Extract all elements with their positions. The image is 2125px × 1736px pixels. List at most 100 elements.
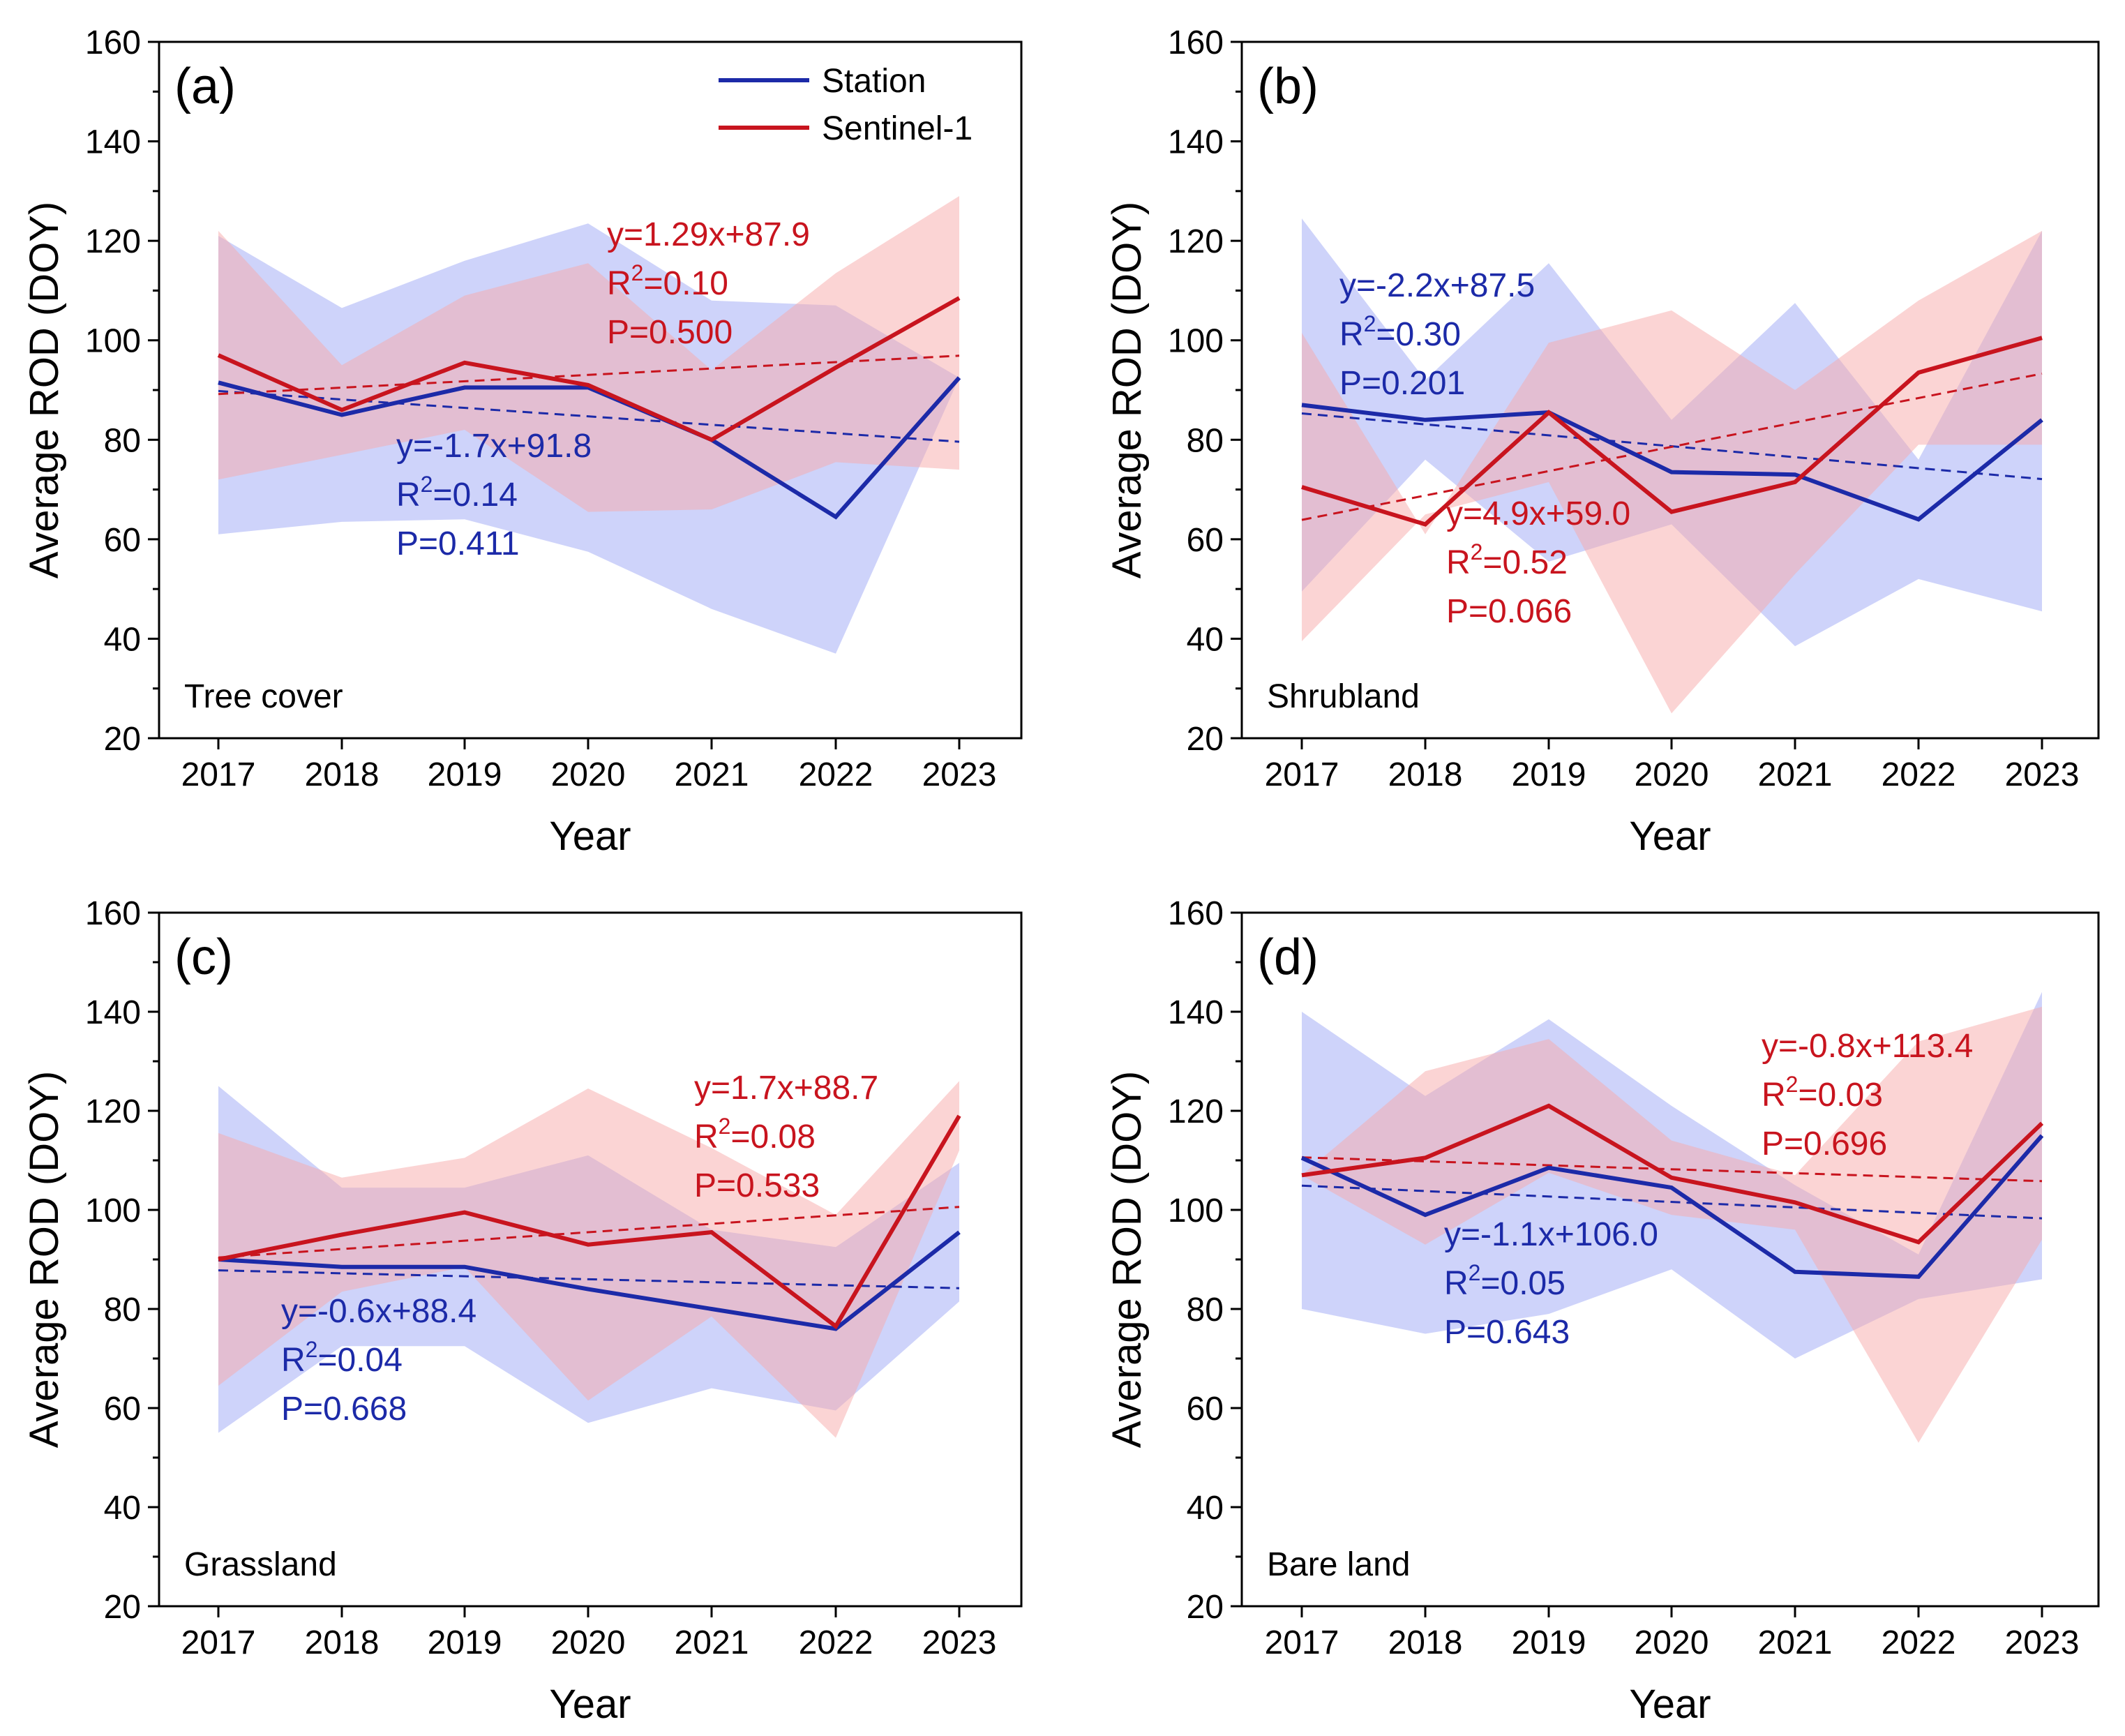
y-tick-label: 60	[1187, 522, 1224, 559]
sentinel-band	[1302, 1006, 2042, 1443]
y-tick-label: 60	[1187, 1391, 1224, 1428]
x-tick-label: 2023	[922, 756, 997, 793]
panel-label: (b)	[1257, 59, 1319, 114]
x-tick-label: 2021	[675, 1624, 749, 1661]
y-tick-label: 20	[104, 721, 141, 758]
y-tick-label: 120	[85, 1093, 141, 1130]
sentinel-band	[218, 1081, 959, 1438]
y-tick-label: 20	[1187, 1589, 1224, 1626]
y-tick-label: 140	[1168, 994, 1224, 1031]
r2-value: 0.08	[751, 1118, 816, 1155]
y-tick-label: 120	[1168, 1093, 1224, 1130]
panel-label: (d)	[1257, 929, 1319, 985]
x-tick-label: 2021	[1758, 756, 1833, 793]
x-tick-label: 2017	[1265, 756, 1339, 793]
y-axis-title: Average ROD (DOY)	[22, 202, 67, 578]
legend: Station Sentinel-1	[719, 63, 973, 147]
y-tick-label: 160	[85, 24, 141, 61]
r2-value: 0.10	[663, 265, 728, 302]
sentinel-r2: R2=0.52	[1446, 539, 1568, 581]
y-tick-label: 80	[1187, 1292, 1224, 1329]
sentinel-band	[218, 196, 959, 512]
x-tick-label: 2022	[799, 1624, 873, 1661]
station-series-line	[1300, 1134, 2044, 1279]
legend-sentinel-label: Sentinel-1	[822, 110, 973, 147]
x-tick-label: 2018	[1388, 1624, 1463, 1661]
station-equation: y=-2.2x+87.5	[1339, 267, 1535, 304]
sentinel-trend-line	[1301, 1156, 2043, 1183]
x-tick-label: 2021	[1758, 1624, 1833, 1661]
y-tick-label: 140	[85, 994, 141, 1031]
x-axis-title: Year	[1629, 1682, 1711, 1727]
y-tick-label: 140	[1168, 124, 1224, 161]
station-r2: R2=0.05	[1444, 1260, 1565, 1302]
y-tick-label: 40	[104, 1490, 141, 1527]
sentinel-p-value: P=0.696	[1762, 1125, 1887, 1162]
x-axis-title: Year	[549, 1682, 631, 1727]
x-tick-label: 2023	[2005, 756, 2080, 793]
x-tick-label: 2018	[305, 756, 380, 793]
station-series-line	[1301, 403, 2043, 522]
sentinel-series-line	[218, 1114, 961, 1330]
sentinel-trend-line	[1301, 373, 2043, 521]
x-tick-label: 2020	[1635, 756, 1709, 793]
y-tick-label: 80	[104, 422, 141, 459]
y-tick-label: 100	[1168, 1192, 1224, 1229]
station-r2: R2=0.04	[281, 1337, 403, 1379]
sentinel-trend-line	[218, 354, 960, 396]
y-axis-title: Average ROD (DOY)	[1104, 202, 1150, 578]
station-p-value: P=0.411	[396, 525, 520, 562]
x-tick-label: 2019	[1512, 756, 1586, 793]
y-tick-label: 100	[1168, 323, 1224, 360]
x-tick-label: 2018	[1388, 756, 1463, 793]
sentinel-series-line	[217, 296, 961, 442]
x-tick-label: 2020	[1635, 1624, 1709, 1661]
station-series-line	[218, 376, 961, 520]
station-equation: y=-1.1x+106.0	[1444, 1216, 1658, 1253]
x-tick-label: 2023	[922, 1624, 997, 1661]
y-tick-label: 80	[104, 1292, 141, 1329]
r2-value: 0.30	[1396, 316, 1461, 353]
x-tick-label: 2022	[1882, 1624, 1956, 1661]
sentinel-equation: y=1.29x+87.9	[607, 216, 810, 253]
y-axis-title: Average ROD (DOY)	[22, 1071, 67, 1448]
sentinel-r2: R2=0.08	[694, 1114, 816, 1155]
land-cover-label: Tree cover	[184, 678, 343, 715]
panel-label: (c)	[174, 929, 233, 985]
x-tick-label: 2020	[551, 1624, 626, 1661]
r2-value: 0.03	[1818, 1077, 1883, 1114]
station-p-value: P=0.201	[1339, 365, 1465, 402]
r2-value: 0.05	[1501, 1265, 1565, 1302]
sentinel-series-line	[1301, 336, 2043, 527]
land-cover-label: Grassland	[184, 1546, 337, 1583]
y-tick-label: 40	[1187, 621, 1224, 658]
y-tick-label: 40	[1187, 1490, 1224, 1527]
y-axis-title: Average ROD (DOY)	[1104, 1071, 1150, 1448]
station-trend-line	[1301, 1184, 2043, 1220]
station-trend-line	[218, 1269, 960, 1289]
y-tick-label: 120	[85, 223, 141, 260]
y-tick-label: 40	[104, 621, 141, 658]
y-tick-label: 60	[104, 1391, 141, 1428]
sentinel-equation: y=4.9x+59.0	[1446, 495, 1630, 532]
station-equation: y=-0.6x+88.4	[281, 1293, 476, 1330]
y-tick-label: 160	[1168, 24, 1224, 61]
x-axis-title: Year	[1629, 814, 1711, 859]
station-p-value: P=0.643	[1444, 1314, 1570, 1351]
land-cover-label: Shrubland	[1267, 678, 1420, 715]
chart-panel-3: 20 40 60 80 100 120 140 160 2017 2018 2019 2020 2021…	[22, 895, 1023, 1727]
x-tick-label: 2019	[428, 756, 502, 793]
y-tick-label: 120	[1168, 223, 1224, 260]
sentinel-p-value: P=0.533	[694, 1167, 820, 1204]
sentinel-trend-line	[218, 1206, 960, 1259]
sentinel-r2: R2=0.10	[607, 260, 728, 302]
station-r2: R2=0.14	[396, 472, 518, 514]
x-tick-label: 2023	[2005, 1624, 2080, 1661]
sentinel-equation: y=-0.8x+113.4	[1762, 1028, 1973, 1065]
r2-value: 0.14	[453, 477, 518, 514]
sentinel-p-value: P=0.066	[1446, 593, 1572, 630]
sentinel-series-line	[1301, 1103, 2044, 1245]
x-tick-label: 2021	[675, 756, 749, 793]
y-tick-label: 160	[85, 895, 141, 932]
